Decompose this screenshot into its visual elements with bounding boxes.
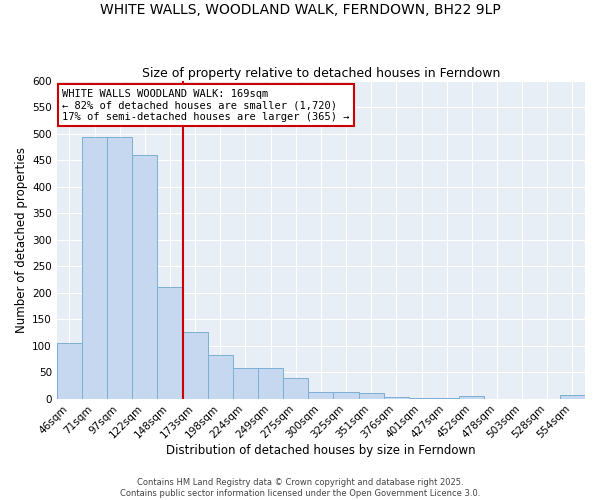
Bar <box>384 397 409 398</box>
Bar <box>208 355 233 399</box>
Title: Size of property relative to detached houses in Ferndown: Size of property relative to detached ho… <box>142 66 500 80</box>
Bar <box>560 396 585 398</box>
Bar <box>334 392 359 398</box>
Text: WHITE WALLS, WOODLAND WALK, FERNDOWN, BH22 9LP: WHITE WALLS, WOODLAND WALK, FERNDOWN, BH… <box>100 2 500 16</box>
Bar <box>82 138 107 398</box>
Bar <box>132 155 157 398</box>
Bar <box>459 396 484 398</box>
Bar <box>283 378 308 398</box>
Bar <box>258 368 283 398</box>
Bar <box>182 332 208 398</box>
Y-axis label: Number of detached properties: Number of detached properties <box>15 146 28 332</box>
Bar <box>308 392 334 398</box>
Bar <box>57 343 82 398</box>
Text: WHITE WALLS WOODLAND WALK: 169sqm
← 82% of detached houses are smaller (1,720)
1: WHITE WALLS WOODLAND WALK: 169sqm ← 82% … <box>62 88 350 122</box>
X-axis label: Distribution of detached houses by size in Ferndown: Distribution of detached houses by size … <box>166 444 476 458</box>
Bar <box>157 288 182 399</box>
Bar <box>233 368 258 398</box>
Text: Contains HM Land Registry data © Crown copyright and database right 2025.
Contai: Contains HM Land Registry data © Crown c… <box>120 478 480 498</box>
Bar <box>359 394 384 398</box>
Bar <box>107 138 132 398</box>
